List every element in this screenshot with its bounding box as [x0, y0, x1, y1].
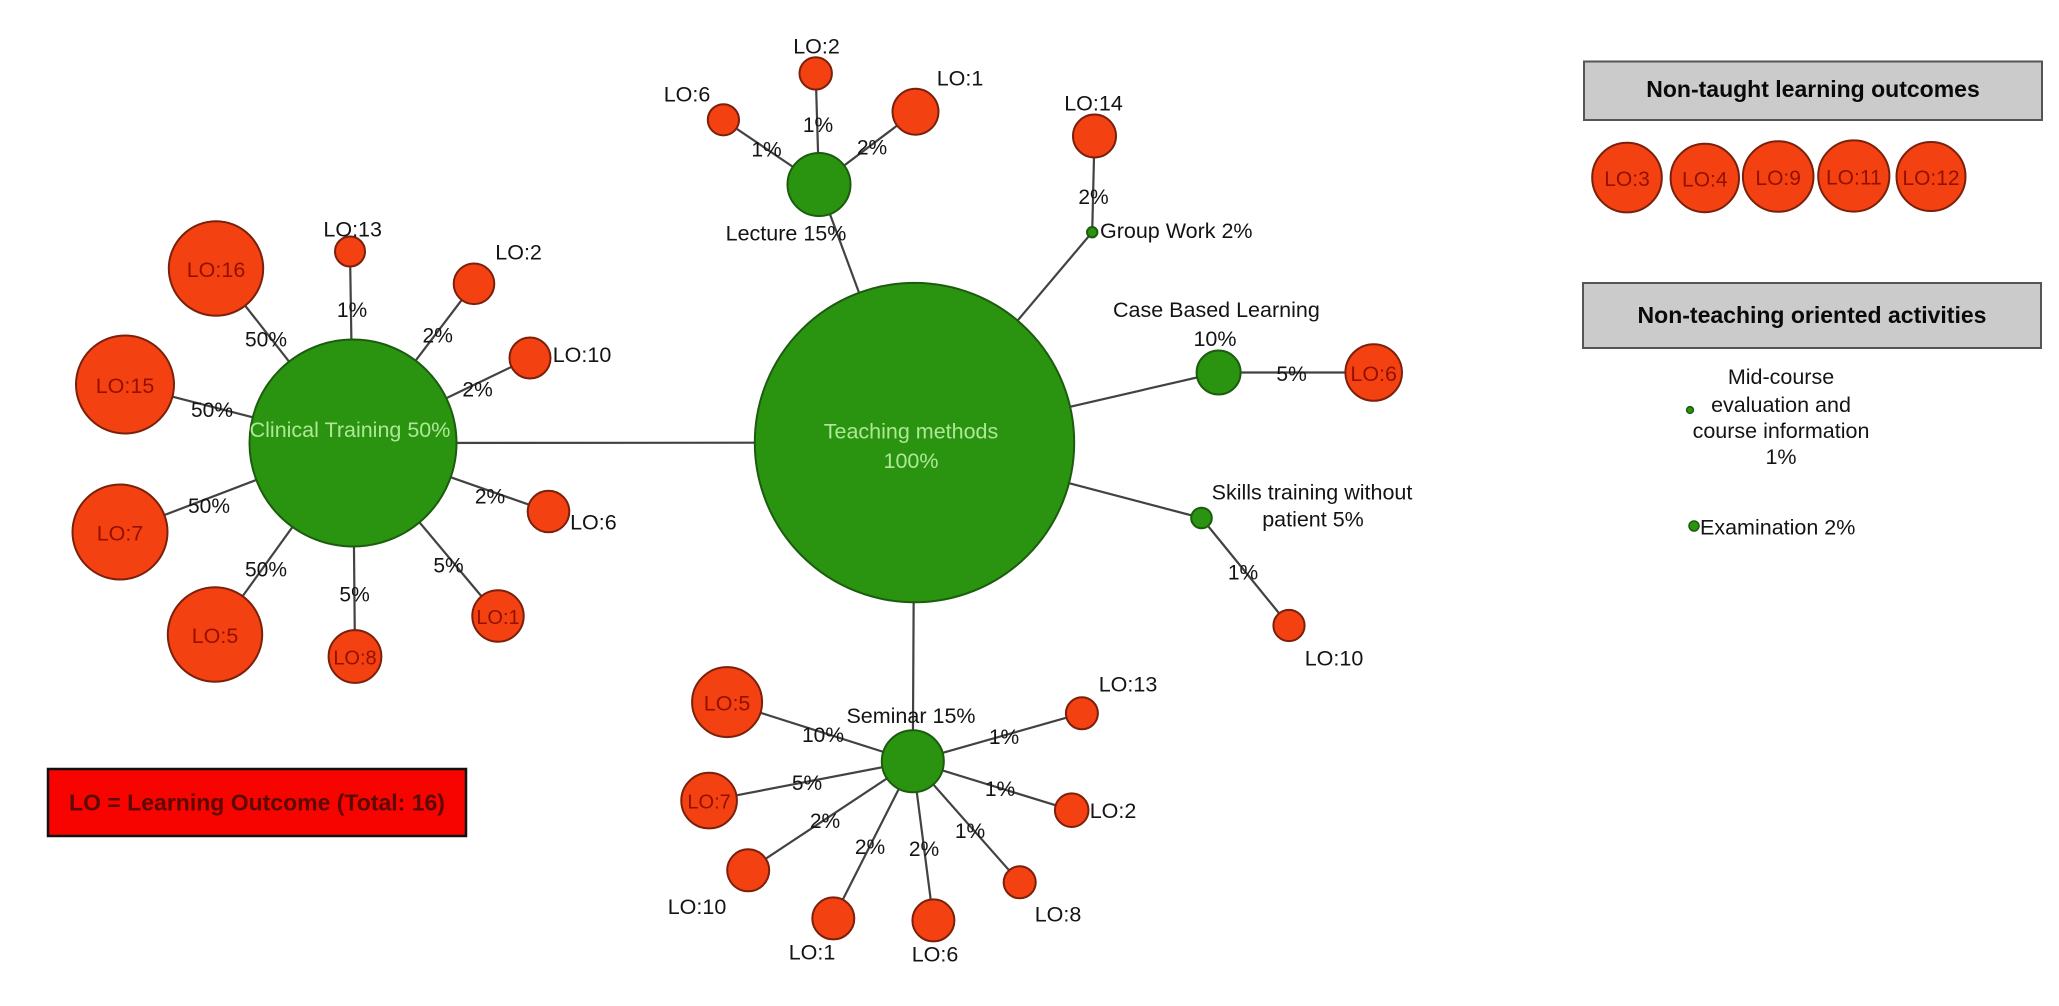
- svg-text:Lecture 15%: Lecture 15%: [726, 222, 847, 246]
- svg-text:LO:2: LO:2: [793, 35, 840, 59]
- svg-text:2%: 2%: [857, 137, 887, 160]
- svg-text:2%: 2%: [810, 810, 840, 833]
- svg-text:1%: 1%: [1228, 562, 1258, 585]
- svg-text:course information: course information: [1693, 419, 1870, 443]
- svg-text:LO:12: LO:12: [1902, 167, 1959, 190]
- svg-text:LO:6: LO:6: [1350, 362, 1397, 386]
- svg-text:LO:16: LO:16: [187, 258, 246, 282]
- svg-text:50%: 50%: [191, 399, 233, 422]
- svg-text:50%: 50%: [245, 559, 287, 582]
- svg-text:LO:13: LO:13: [1099, 673, 1158, 697]
- svg-text:LO:2: LO:2: [1090, 799, 1137, 823]
- svg-text:1%: 1%: [955, 820, 985, 843]
- svg-text:LO:10: LO:10: [668, 895, 727, 919]
- svg-text:Examination 2%: Examination 2%: [1700, 516, 1855, 540]
- svg-text:patient 5%: patient 5%: [1262, 508, 1364, 532]
- svg-text:LO:6: LO:6: [570, 511, 617, 535]
- svg-text:1%: 1%: [803, 114, 833, 137]
- svg-text:LO:1: LO:1: [937, 67, 984, 91]
- svg-text:LO:15: LO:15: [96, 374, 155, 398]
- svg-text:LO:5: LO:5: [192, 624, 239, 648]
- svg-text:LO:3: LO:3: [1604, 168, 1650, 191]
- svg-text:2%: 2%: [855, 836, 885, 859]
- svg-text:LO:1: LO:1: [789, 941, 836, 965]
- svg-text:Non-teaching oriented activiti: Non-teaching oriented activities: [1638, 302, 1987, 328]
- svg-text:LO:10: LO:10: [1305, 647, 1364, 671]
- svg-text:1%: 1%: [337, 299, 367, 322]
- svg-text:1%: 1%: [1765, 445, 1796, 469]
- svg-text:10%: 10%: [802, 724, 844, 747]
- svg-text:2%: 2%: [1078, 186, 1108, 209]
- svg-text:50%: 50%: [188, 495, 230, 518]
- svg-text:Mid-course: Mid-course: [1728, 365, 1834, 389]
- svg-text:5%: 5%: [1276, 363, 1306, 386]
- svg-text:LO:8: LO:8: [1035, 903, 1082, 927]
- svg-text:5%: 5%: [792, 772, 822, 795]
- svg-text:100%: 100%: [884, 449, 939, 473]
- svg-text:1%: 1%: [751, 139, 781, 162]
- svg-text:LO:2: LO:2: [495, 241, 542, 265]
- svg-text:LO:10: LO:10: [553, 343, 612, 367]
- svg-text:2%: 2%: [909, 838, 939, 861]
- svg-text:Clinical Training 50%: Clinical Training 50%: [250, 418, 451, 442]
- svg-text:LO:7: LO:7: [97, 522, 144, 546]
- svg-text:5%: 5%: [433, 555, 463, 578]
- svg-text:LO:6: LO:6: [912, 943, 959, 967]
- svg-text:LO:6: LO:6: [664, 83, 711, 107]
- svg-text:2%: 2%: [423, 325, 453, 348]
- svg-text:LO:8: LO:8: [333, 648, 376, 670]
- svg-text:5%: 5%: [339, 584, 369, 607]
- svg-text:Seminar 15%: Seminar 15%: [846, 704, 975, 728]
- svg-text:Teaching methods: Teaching methods: [824, 420, 999, 444]
- svg-text:LO:7: LO:7: [687, 792, 730, 814]
- svg-text:10%: 10%: [1193, 327, 1236, 351]
- svg-text:LO:9: LO:9: [1755, 167, 1801, 190]
- svg-text:2%: 2%: [462, 379, 492, 402]
- svg-text:LO:1: LO:1: [476, 607, 519, 629]
- svg-text:LO:5: LO:5: [704, 692, 751, 716]
- svg-text:1%: 1%: [989, 726, 1019, 749]
- svg-text:Case Based Learning: Case Based Learning: [1113, 298, 1320, 322]
- svg-text:2%: 2%: [475, 486, 505, 509]
- svg-text:LO:11: LO:11: [1826, 166, 1882, 189]
- svg-text:1%: 1%: [985, 778, 1015, 801]
- svg-text:LO:13: LO:13: [323, 218, 382, 242]
- svg-text:LO:4: LO:4: [1682, 168, 1728, 191]
- svg-text:Group Work 2%: Group Work 2%: [1100, 219, 1253, 243]
- svg-text:evaluation and: evaluation and: [1711, 393, 1851, 417]
- svg-text:Non-taught learning outcomes: Non-taught learning outcomes: [1646, 76, 1980, 102]
- svg-text:LO = Learning Outcome (Total:: LO = Learning Outcome (Total: 16): [69, 790, 445, 816]
- svg-text:Skills training without: Skills training without: [1212, 481, 1413, 505]
- svg-text:LO:14: LO:14: [1064, 92, 1123, 116]
- svg-text:50%: 50%: [245, 329, 287, 352]
